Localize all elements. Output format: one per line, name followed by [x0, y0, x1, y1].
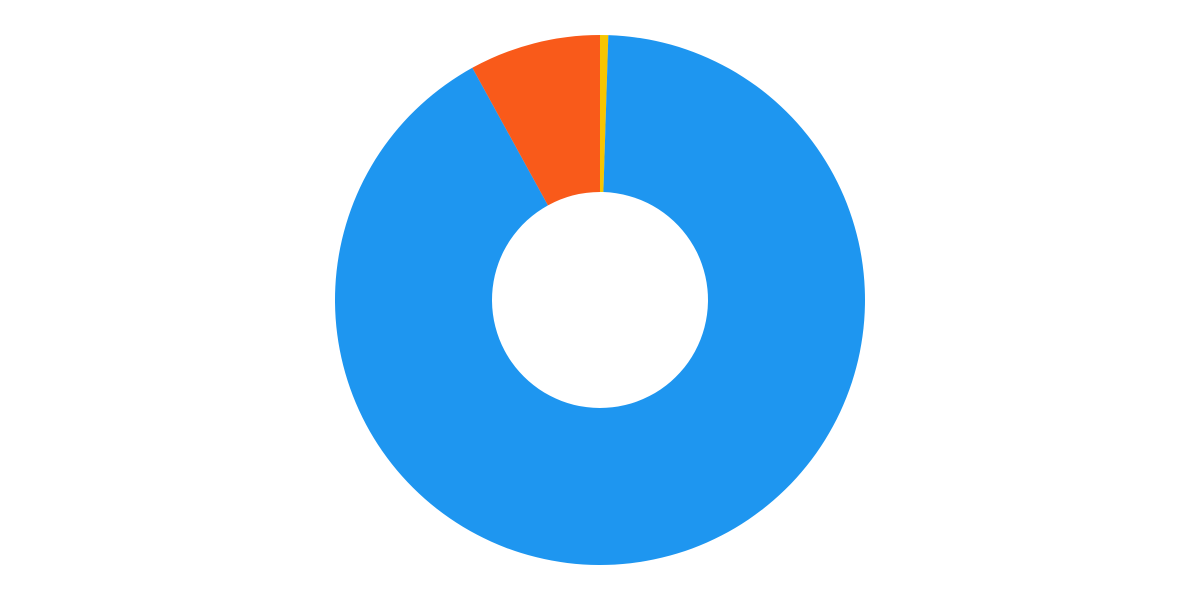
chart-container: [0, 0, 1200, 600]
donut-chart: [0, 0, 1200, 600]
